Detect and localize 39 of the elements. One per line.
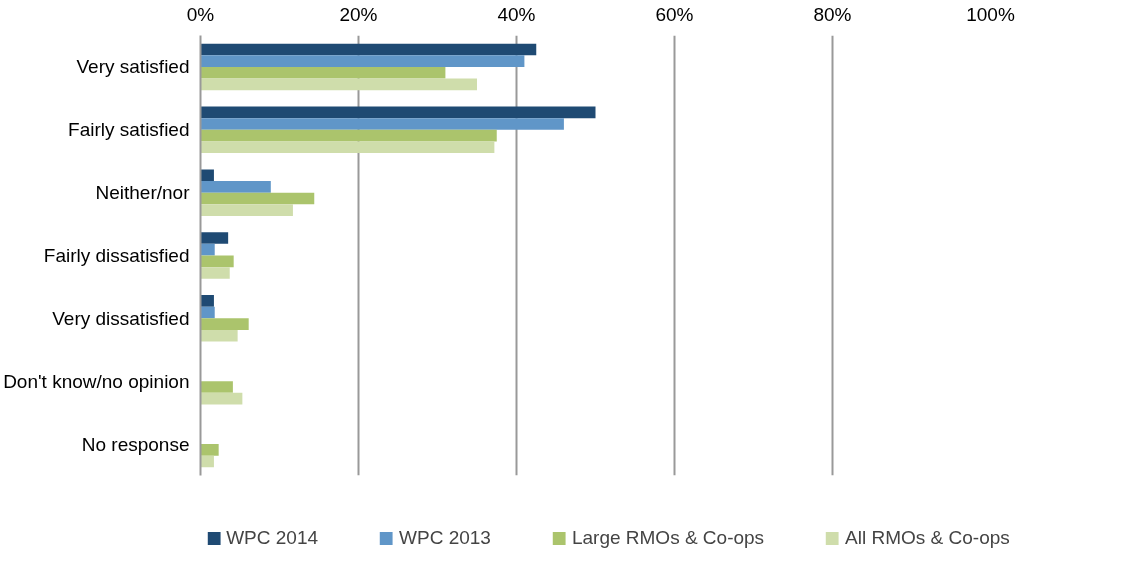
x-tick-label: 100%: [966, 3, 1015, 25]
y-tick-label: Fairly satisfied: [68, 119, 190, 141]
legend-label: WPC 2013: [399, 526, 491, 549]
bar: [200, 381, 233, 393]
y-tick-label: Very dissatisfied: [52, 307, 190, 329]
bar: [200, 295, 214, 307]
bar: [200, 129, 497, 142]
x-tick-label: 40%: [497, 3, 536, 25]
bar: [200, 106, 596, 119]
bar: [200, 181, 271, 193]
y-tick-label: No response: [81, 433, 190, 455]
y-tick-label: Neither/nor: [95, 182, 191, 204]
bar: [200, 267, 230, 279]
x-tick-label: 20%: [339, 3, 378, 25]
bar: [200, 243, 215, 256]
legend-label: Large RMOs & Co-ops: [571, 526, 765, 549]
bar: [200, 444, 219, 456]
bar: [200, 318, 249, 330]
x-tick-label: 0%: [186, 3, 215, 25]
y-tick-label: Very satisfied: [76, 56, 190, 78]
bar: [200, 204, 293, 216]
bar: [200, 169, 214, 182]
bar: [200, 118, 564, 130]
legend-label: WPC 2014: [226, 526, 319, 549]
y-tick-label: Fairly dissatisfied: [43, 245, 190, 266]
bar: [200, 78, 477, 91]
x-tick-label: 60%: [655, 3, 694, 25]
bar: [200, 392, 243, 405]
legend-label: All RMOs & Co-ops: [845, 526, 1010, 549]
bar: [200, 192, 315, 205]
bar: [200, 255, 234, 268]
y-tick-label: Don't know/no opinion: [3, 370, 190, 392]
x-tick-label: 80%: [813, 3, 852, 25]
bar: [200, 66, 446, 79]
bar: [200, 141, 495, 154]
bar: [200, 232, 229, 244]
bar: [200, 43, 537, 56]
bar: [200, 329, 238, 342]
bar: [200, 55, 525, 67]
